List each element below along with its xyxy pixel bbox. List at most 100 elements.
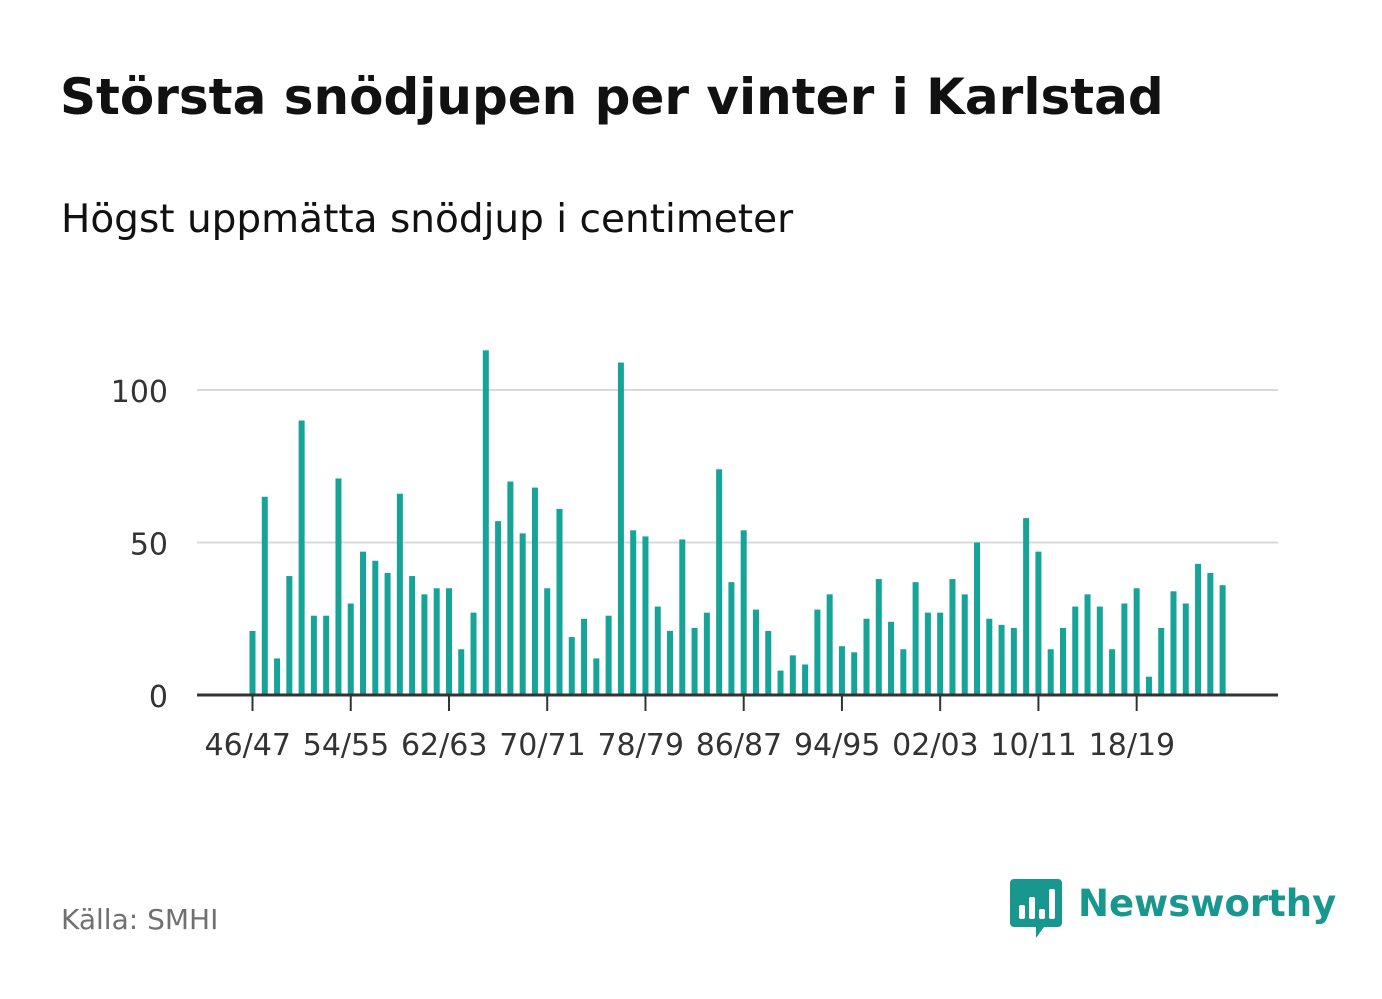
bar xyxy=(470,612,477,695)
y-tick-label: 100 xyxy=(111,375,168,410)
bar xyxy=(703,612,710,695)
bar xyxy=(1145,676,1152,695)
bar xyxy=(593,658,600,695)
bar xyxy=(1219,585,1226,695)
bar xyxy=(900,649,907,695)
source-note: Källa: SMHI xyxy=(61,903,219,936)
bar xyxy=(752,609,759,695)
bar xyxy=(728,582,735,695)
bar xyxy=(1047,649,1054,695)
bar xyxy=(310,615,317,695)
bar xyxy=(826,594,833,695)
bar xyxy=(261,496,268,695)
bar xyxy=(924,612,931,695)
bar xyxy=(323,615,330,695)
bar xyxy=(875,579,882,695)
bar xyxy=(716,469,723,695)
x-tick-label: 70/71 xyxy=(499,728,585,763)
bar xyxy=(347,603,354,695)
bar xyxy=(1072,606,1079,695)
bar xyxy=(777,670,784,695)
bar xyxy=(605,615,612,695)
bar xyxy=(1023,518,1030,695)
newsworthy-logo-icon xyxy=(1010,879,1062,938)
newsworthy-wordmark: Newsworthy xyxy=(1078,882,1337,925)
bar xyxy=(912,582,919,695)
x-tick-label: 54/55 xyxy=(303,728,389,763)
bar xyxy=(667,630,674,695)
y-axis-tick-labels: 0 50 100 xyxy=(111,375,168,715)
x-tick-label: 10/11 xyxy=(990,728,1076,763)
bar xyxy=(814,609,821,695)
bar xyxy=(433,588,440,695)
bar xyxy=(974,542,981,695)
chart-subtitle: Högst uppmätta snödjup i centimeter xyxy=(61,197,794,242)
x-tick-label: 62/63 xyxy=(401,728,487,763)
x-tick-label: 94/95 xyxy=(794,728,880,763)
bar xyxy=(961,594,968,695)
x-tick-label: 78/79 xyxy=(597,728,683,763)
bar xyxy=(740,530,747,695)
bar xyxy=(1207,573,1214,695)
bar xyxy=(298,420,305,695)
bar xyxy=(360,551,367,695)
x-tick-label: 18/19 xyxy=(1089,728,1175,763)
bar xyxy=(998,624,1005,695)
chart-title: Största snödjupen per vinter i Karlstad xyxy=(60,68,1164,126)
bar xyxy=(654,606,661,695)
bar xyxy=(458,649,465,695)
bar xyxy=(482,350,489,695)
bar xyxy=(1195,563,1202,695)
bar xyxy=(249,630,256,695)
bar xyxy=(1096,606,1103,695)
x-axis-ticks: 46/47 54/55 62/63 70/71 78/79 86/87 94/95 02/03… xyxy=(205,695,1175,763)
bar xyxy=(531,487,538,695)
bar xyxy=(421,594,428,695)
y-tick-label: 50 xyxy=(130,528,168,563)
bar xyxy=(691,627,698,695)
bar xyxy=(286,576,293,695)
bar xyxy=(372,560,379,695)
bar xyxy=(789,655,796,695)
bar xyxy=(519,533,526,695)
bar xyxy=(937,612,944,695)
bar xyxy=(1109,649,1116,695)
bar xyxy=(617,362,624,695)
bar xyxy=(556,508,563,695)
bar xyxy=(1158,627,1165,695)
bars xyxy=(249,350,1226,695)
bar xyxy=(409,576,416,695)
bar xyxy=(396,493,403,695)
bar xyxy=(1182,603,1189,695)
bar xyxy=(1010,627,1017,695)
bar xyxy=(1084,594,1091,695)
bar xyxy=(507,481,514,695)
bar xyxy=(851,652,858,695)
bar xyxy=(888,621,895,695)
bar xyxy=(495,521,502,695)
bar xyxy=(1133,588,1140,695)
bar xyxy=(863,618,870,695)
bar xyxy=(384,573,391,695)
gridlines xyxy=(197,389,1278,544)
bar xyxy=(986,618,993,695)
bar xyxy=(445,588,452,695)
bar xyxy=(1059,627,1066,695)
bar xyxy=(630,530,637,695)
bar xyxy=(274,658,281,695)
bar xyxy=(838,646,845,695)
bar xyxy=(642,536,649,695)
bar xyxy=(1035,551,1042,695)
bar xyxy=(335,478,342,695)
bar xyxy=(679,539,686,695)
bar xyxy=(581,618,588,695)
bar xyxy=(568,637,575,695)
bar xyxy=(1121,603,1128,695)
bar xyxy=(765,630,772,695)
bar xyxy=(1170,591,1177,695)
y-tick-label: 0 xyxy=(149,680,168,715)
x-tick-label: 86/87 xyxy=(696,728,782,763)
x-tick-label: 02/03 xyxy=(892,728,978,763)
bar xyxy=(802,664,809,695)
